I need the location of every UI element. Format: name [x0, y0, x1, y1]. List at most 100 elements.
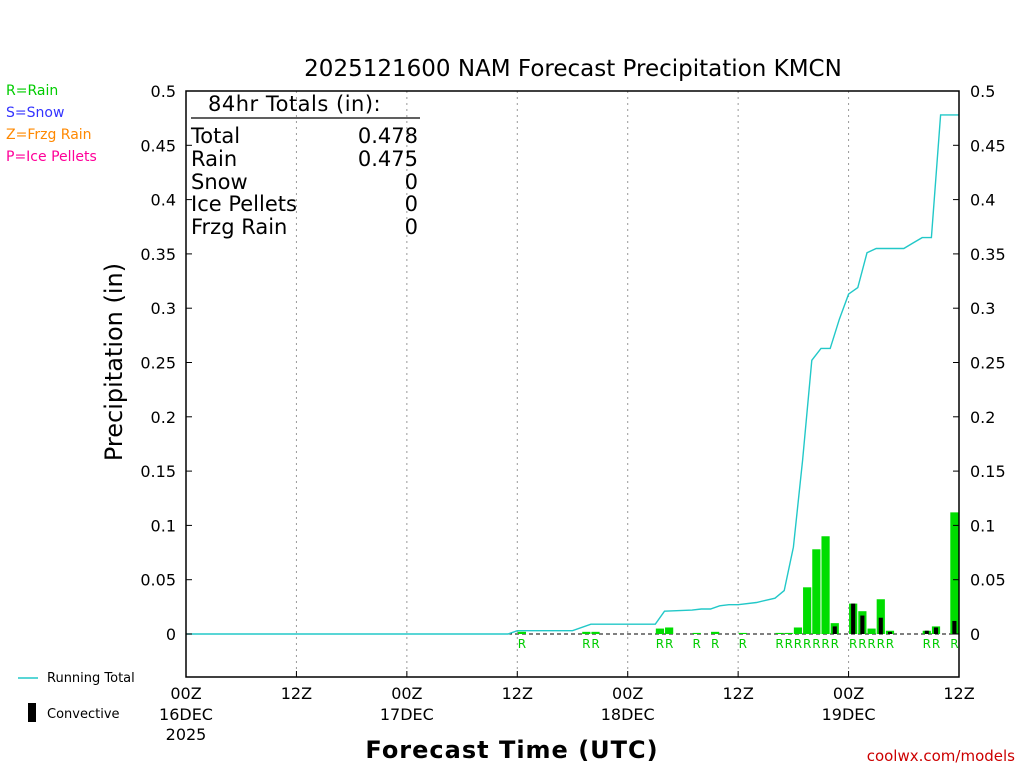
x-tick-label: 12Z [943, 684, 974, 703]
precip-bar [812, 549, 821, 634]
y-tick-label-right: 0.2 [970, 408, 995, 427]
totals-label-snow: Snow [191, 170, 248, 194]
x-tick-label: 00Z [391, 684, 422, 703]
convective-bar [887, 631, 893, 634]
ptype-marker: R [518, 637, 526, 651]
ptype-marker: R [739, 637, 747, 651]
ptype-marker: R [886, 637, 894, 651]
x-tick-label: 12Z [502, 684, 533, 703]
precip-bar [711, 631, 720, 634]
totals-label-ice-pellets: Ice Pellets [191, 192, 297, 216]
y-axis-left: 0 0.05 0.1 0.15 0.2 0.25 0.3 0.35 0.4 0.45 0.5 [140, 82, 192, 644]
convective-legend-swatch [28, 703, 36, 722]
y-tick-label-left: 0.05 [140, 571, 176, 590]
legend-ice-pellets: P=Ice Pellets [6, 149, 97, 165]
x-tick-date-label: 17DEC [380, 705, 434, 724]
y-axis-label: Precipitation (in) [100, 263, 128, 461]
ptype-marker: R [591, 637, 599, 651]
y-tick-label-right: 0.5 [970, 82, 995, 101]
ptype-marker: R [950, 637, 958, 651]
legend-rain: R=Rain [6, 83, 59, 99]
ptype-marker: R [665, 637, 673, 651]
y-tick-label-left: 0.5 [151, 82, 176, 101]
ptype-marker: R [858, 637, 866, 651]
y-tick-label-right: 0.45 [970, 136, 1006, 155]
ptype-marker: R [775, 637, 783, 651]
precip-bar [876, 599, 885, 634]
ptype-marker: R [693, 637, 701, 651]
totals-box: 84hr Totals (in): Total 0.478 Rain 0.475… [190, 92, 420, 239]
running-total-line [186, 114, 959, 635]
ptype-marker: R [582, 637, 590, 651]
precip-bar [517, 631, 526, 634]
ptype-marker: R [849, 637, 857, 651]
totals-value-frzg-rain: 0 [405, 215, 418, 239]
ptype-marker: R [831, 637, 839, 651]
convective-bar [860, 615, 865, 634]
precip-bar [582, 631, 591, 634]
totals-value-total: 0.478 [358, 124, 418, 148]
y-tick-label-left: 0.1 [151, 516, 176, 535]
precip-bar [784, 632, 793, 634]
chart-title: 2025121600 NAM Forecast Precipitation KM… [304, 56, 842, 82]
x-tick-date-label: 18DEC [601, 705, 655, 724]
ptype-legend: R=Rain S=Snow Z=Frzg Rain P=Ice Pellets [6, 80, 97, 168]
convective-bar [933, 627, 939, 634]
x-tick-year-label: 2025 [166, 725, 207, 744]
ptype-marker: R [923, 637, 931, 651]
y-tick-label-right: 0.15 [970, 462, 1006, 481]
precip-bar [655, 628, 665, 634]
y-tick-label-right: 0.1 [970, 516, 995, 535]
legend-snow: S=Snow [6, 105, 65, 121]
convective-bar [878, 617, 883, 634]
ptype-marker: R [932, 637, 940, 651]
ptype-marker: R [803, 637, 811, 651]
y-axis-right: 0 0.05 0.1 0.15 0.2 0.25 0.3 0.35 0.4 0.45 0.5 [953, 82, 1006, 644]
ptype-marker: R [785, 637, 793, 651]
precip-bar [775, 632, 784, 634]
credit-text: coolwx.com/models [867, 747, 1015, 765]
ptype-marker: R [656, 637, 664, 651]
y-tick-label-left: 0.15 [140, 462, 176, 481]
precip-bar [821, 536, 830, 634]
totals-value-rain: 0.475 [358, 147, 418, 171]
precip-bar [793, 627, 803, 634]
y-tick-label-right: 0.35 [970, 245, 1006, 264]
y-tick-label-left: 0 [166, 625, 176, 644]
ptype-marker: R [794, 637, 802, 651]
y-tick-label-right: 0.25 [970, 354, 1006, 373]
ptype-marker: R [821, 637, 829, 651]
ptype-marker: R [711, 637, 719, 651]
totals-header: 84hr Totals (in): [208, 92, 381, 116]
y-tick-label-left: 0.25 [140, 354, 176, 373]
convective-bar [924, 630, 929, 634]
y-tick-label-left: 0.45 [140, 136, 176, 155]
legend-frzg-rain: Z=Frzg Rain [6, 127, 92, 143]
precip-bar [803, 587, 812, 634]
x-tick-label: 12Z [281, 684, 312, 703]
convective-bar [952, 620, 957, 634]
y-tick-label-left: 0.4 [151, 191, 176, 210]
totals-label-frzg-rain: Frzg Rain [191, 215, 287, 239]
precip-bar [591, 631, 600, 634]
x-tick-date-label: 19DEC [822, 705, 876, 724]
y-tick-label-left: 0.35 [140, 245, 176, 264]
convective-legend-label: Convective [47, 707, 120, 722]
totals-value-ice-pellets: 0 [405, 192, 418, 216]
convective-bars [832, 603, 957, 634]
totals-label-rain: Rain [191, 147, 237, 171]
precip-bar [665, 627, 674, 634]
precip-bar [738, 632, 747, 634]
x-tick-label: 00Z [833, 684, 864, 703]
x-axis-label: Forecast Time (UTC) [365, 736, 658, 764]
plot-frame [185, 90, 960, 678]
ptype-marker: R [812, 637, 820, 651]
series-legend: Running Total Convective [18, 671, 135, 722]
convective-bar [832, 626, 837, 634]
y-tick-label-right: 0.05 [970, 571, 1006, 590]
x-tick-label: 12Z [722, 684, 753, 703]
x-tick-label: 00Z [170, 684, 201, 703]
